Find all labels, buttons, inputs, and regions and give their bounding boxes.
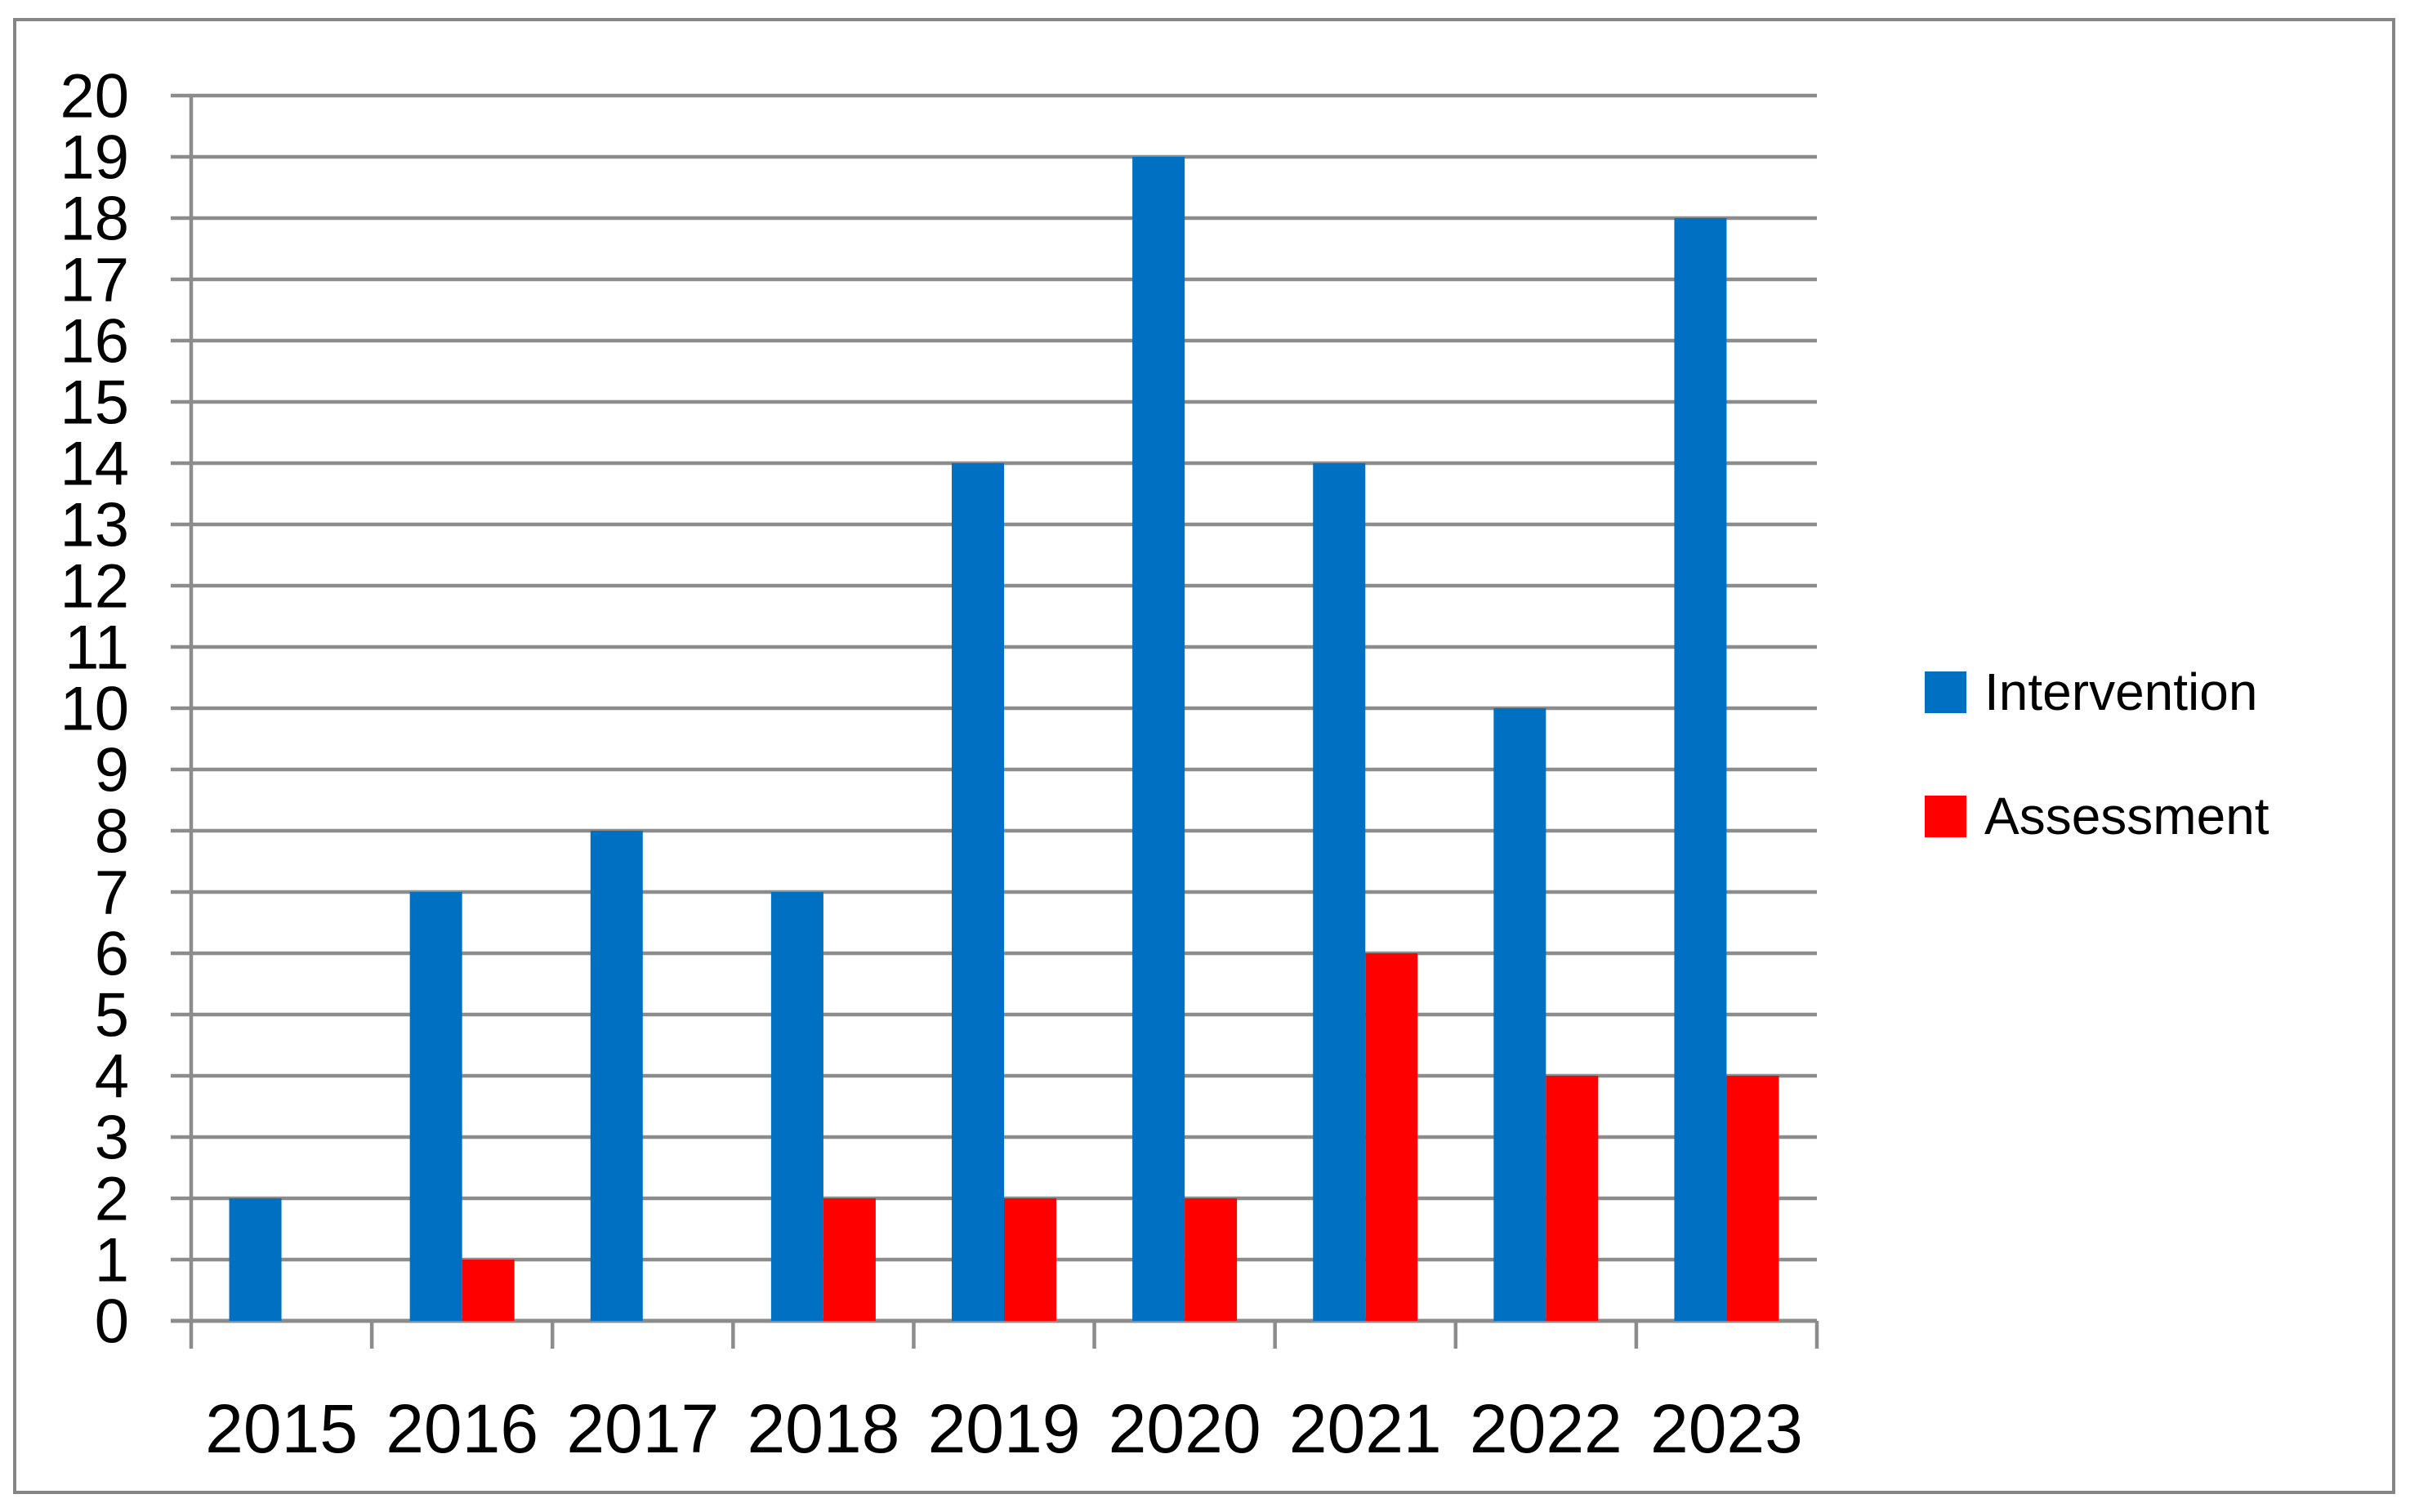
y-tick-label-8: 8	[95, 797, 129, 867]
y-tick-label-20: 20	[60, 62, 129, 132]
y-tick-label-0: 0	[95, 1287, 129, 1357]
bar-intervention-2018	[770, 892, 823, 1321]
y-tick-label-9: 9	[95, 736, 129, 805]
bar-intervention-2020	[1132, 157, 1185, 1321]
bar-intervention-2023	[1674, 218, 1727, 1321]
x-category-label-2021: 2021	[1289, 1390, 1442, 1467]
y-tick-label-2: 2	[95, 1165, 129, 1234]
y-tick-label-4: 4	[95, 1042, 129, 1112]
bar-assessment-2016	[462, 1260, 515, 1321]
figure-border	[13, 18, 2395, 1494]
x-category-label-2015: 2015	[205, 1390, 358, 1467]
bar-intervention-2017	[590, 831, 643, 1321]
y-tick-label-19: 19	[60, 123, 129, 193]
x-category-label-2022: 2022	[1470, 1390, 1622, 1467]
y-tick-label-18: 18	[60, 185, 129, 254]
x-category-label-2018: 2018	[747, 1390, 899, 1467]
y-tick-label-11: 11	[65, 613, 129, 683]
y-tick-label-17: 17	[60, 246, 129, 315]
bar-intervention-2015	[229, 1198, 282, 1321]
y-tick-label-16: 16	[60, 307, 129, 377]
y-tick-label-7: 7	[95, 859, 129, 928]
bar-assessment-2022	[1546, 1076, 1599, 1321]
bar-assessment-2023	[1726, 1076, 1779, 1321]
bar-intervention-2019	[952, 463, 1004, 1321]
y-tick-label-15: 15	[60, 368, 129, 438]
bar-assessment-2018	[823, 1198, 876, 1321]
y-tick-label-12: 12	[60, 552, 129, 622]
y-tick-label-3: 3	[95, 1104, 129, 1173]
x-category-label-2023: 2023	[1650, 1390, 1803, 1467]
bar-intervention-2021	[1313, 463, 1366, 1321]
y-tick-label-10: 10	[60, 675, 129, 744]
bar-intervention-2022	[1493, 708, 1546, 1321]
bar-assessment-2021	[1365, 953, 1418, 1321]
bar-assessment-2020	[1185, 1198, 1238, 1321]
x-category-label-2017: 2017	[566, 1390, 719, 1467]
y-tick-label-6: 6	[95, 920, 129, 989]
y-tick-label-13: 13	[60, 491, 129, 560]
x-category-label-2019: 2019	[928, 1390, 1081, 1467]
y-tick-label-1: 1	[95, 1226, 129, 1296]
y-tick-label-5: 5	[95, 981, 129, 1050]
y-tick-label-14: 14	[60, 430, 129, 499]
x-category-label-2020: 2020	[1109, 1390, 1261, 1467]
x-category-label-2016: 2016	[386, 1390, 538, 1467]
bar-assessment-2019	[1004, 1198, 1056, 1321]
bar-intervention-2016	[409, 892, 462, 1321]
